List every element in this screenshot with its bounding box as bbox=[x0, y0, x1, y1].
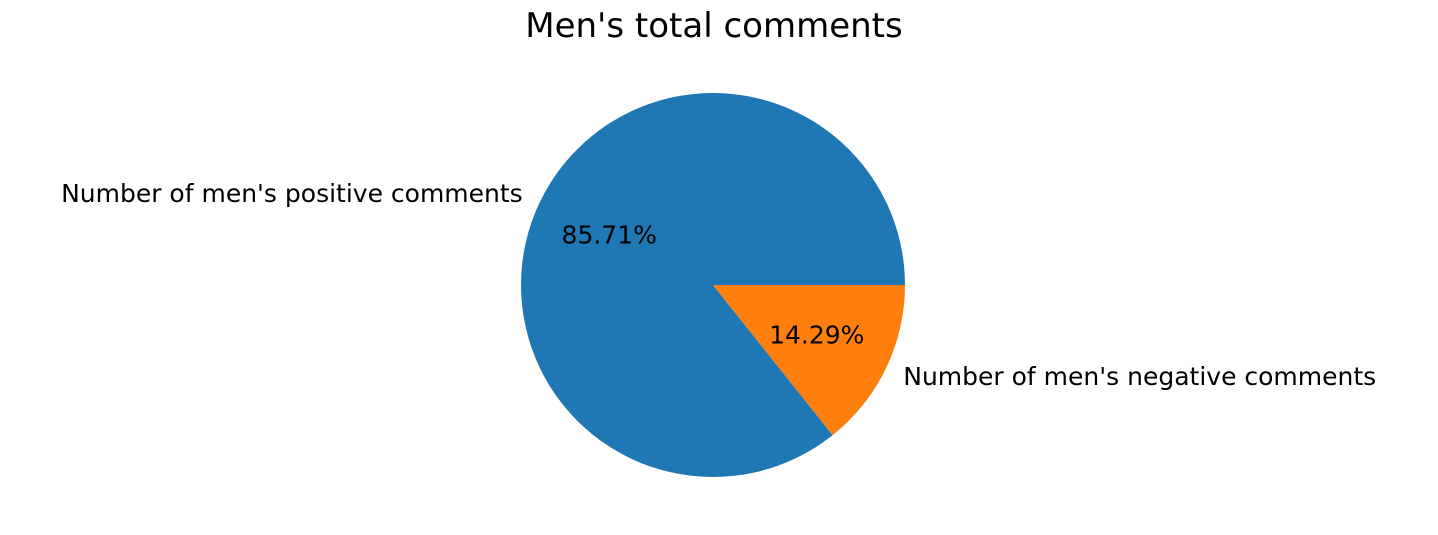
pie-percent-label-2: 14.29% bbox=[769, 320, 864, 349]
pie-slice-2 bbox=[713, 285, 906, 436]
pie-slice-1 bbox=[521, 92, 905, 477]
pie-labels: 85.71% Number of men's positive comments 1… bbox=[61, 179, 1376, 391]
pie-category-label-2: Number of men's negative comments bbox=[903, 362, 1376, 391]
pie-category-label-1: Number of men's positive comments bbox=[61, 179, 523, 208]
pie-slices bbox=[521, 92, 906, 477]
pie-percent-label-1: 85.71% bbox=[562, 221, 657, 250]
chart-title: Men's total comments bbox=[525, 6, 902, 46]
